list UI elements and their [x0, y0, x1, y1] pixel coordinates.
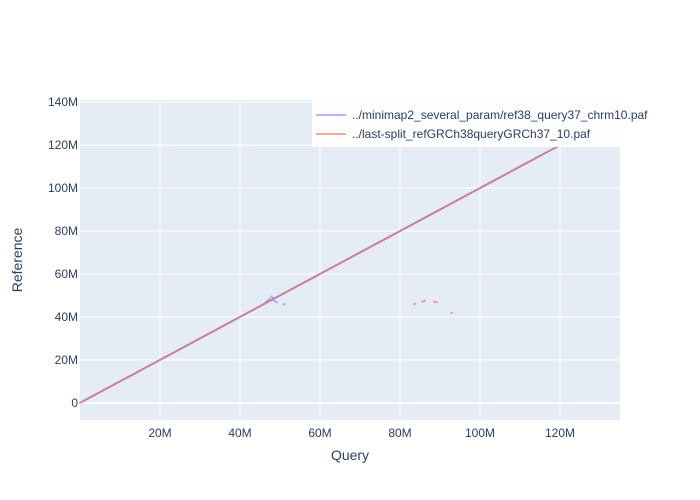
legend-label-minimap2[interactable]: ../minimap2_several_param/ref38_query37_…	[352, 108, 648, 122]
x-axis-title: Query	[331, 447, 369, 463]
y-axis-ticks: 0 20M 40M 60M 80M 100M 120M 140M	[48, 95, 78, 410]
x-tick-label: 60M	[308, 426, 331, 440]
series-lines	[79, 141, 565, 404]
x-tick-label: 40M	[228, 426, 251, 440]
legend[interactable]: ../minimap2_several_param/ref38_query37_…	[312, 99, 700, 147]
alignment-segment	[270, 295, 275, 300]
x-axis-ticks: 20M 40M 60M 80M 100M 120M	[148, 426, 575, 440]
alignment-segment	[79, 141, 565, 404]
alignment-segment	[265, 297, 271, 303]
y-tick-label: 0	[71, 396, 78, 410]
y-tick-label: 120M	[48, 138, 78, 152]
x-tick-label: 100M	[465, 426, 495, 440]
y-tick-label: 80M	[55, 224, 78, 238]
y-axis-title: Reference	[9, 227, 25, 292]
y-tick-label: 100M	[48, 181, 78, 195]
legend-background	[312, 99, 700, 147]
x-tick-label: 20M	[148, 426, 171, 440]
legend-label-last-split[interactable]: ../last-split_refGRCh38queryGRCh37_10.pa…	[352, 127, 591, 141]
x-tick-label: 120M	[545, 426, 575, 440]
x-tick-label: 80M	[388, 426, 411, 440]
alignment-segment	[273, 299, 278, 304]
series-1	[79, 141, 565, 404]
y-tick-label: 20M	[55, 353, 78, 367]
y-tick-label: 60M	[55, 267, 78, 281]
y-tick-label: 40M	[55, 310, 78, 324]
y-tick-label: 140M	[48, 95, 78, 109]
alignment-segment	[421, 299, 427, 303]
plot-area	[80, 100, 620, 420]
